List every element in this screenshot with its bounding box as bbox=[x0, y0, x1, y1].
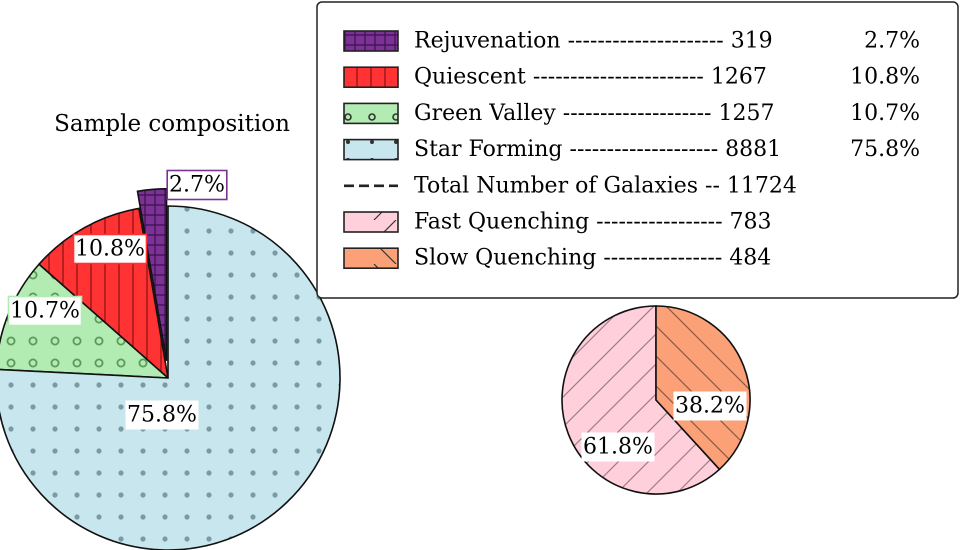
legend-swatch-rejuvenation bbox=[343, 30, 399, 52]
pie-label-green-valley: 10.7% bbox=[7, 295, 83, 327]
legend-frame bbox=[316, 1, 959, 299]
legend-swatch-slowquenching bbox=[343, 247, 399, 269]
legend-label: Rejuvenation --------------------- 319 bbox=[414, 29, 773, 54]
legend-label: Star Forming -------------------- 8881 bbox=[414, 137, 781, 162]
svg-text:10.7%: 10.7% bbox=[10, 299, 80, 324]
chart-title: Sample composition bbox=[54, 111, 290, 137]
legend-percent: 2.7% bbox=[864, 29, 920, 54]
legend-entry-dashed-line: Total Number of Galaxies -- 11724 bbox=[344, 173, 797, 198]
pie-slice-slow-quenching bbox=[655, 305, 751, 471]
pie-label-star-forming: 75.8% bbox=[125, 400, 199, 430]
legend-swatch-starforming bbox=[343, 138, 399, 161]
legend-label: Slow Quenching ---------------- 484 bbox=[414, 246, 771, 271]
pie-label-rejuvenation: 2.7% bbox=[166, 169, 228, 201]
svg-text:10.8%: 10.8% bbox=[75, 237, 145, 262]
pie-label-quiescent: 10.8% bbox=[72, 233, 148, 265]
legend-entry-fastquenching: Fast Quenching ----------------- 783 bbox=[343, 210, 772, 235]
legend-label: Fast Quenching ----------------- 783 bbox=[414, 210, 772, 235]
legend-swatch-fastquenching bbox=[343, 211, 399, 233]
svg-text:61.8%: 61.8% bbox=[583, 435, 653, 460]
sample-composition-pie: 2.7% 10.8% 10.7% 75.8% bbox=[0, 169, 341, 550]
legend-swatch-quiescent bbox=[343, 66, 399, 88]
svg-text:75.8%: 75.8% bbox=[127, 403, 197, 428]
legend-label: Quiescent ----------------------- 1267 bbox=[414, 65, 767, 90]
legend-percent: 10.8% bbox=[850, 65, 920, 90]
legend-entry-quiescent: Quiescent ----------------------- 1267 10… bbox=[343, 65, 920, 90]
legend-swatch-greenvalley bbox=[343, 102, 399, 125]
quenching-pie: 61.8% 38.2% bbox=[561, 305, 751, 495]
svg-text:38.2%: 38.2% bbox=[675, 394, 745, 419]
legend-entry-greenvalley: Green Valley -------------------- 1257 10… bbox=[343, 101, 920, 126]
legend-label: Total Number of Galaxies -- 11724 bbox=[414, 173, 797, 198]
legend-entry-starforming: Star Forming -------------------- 8881 75… bbox=[343, 137, 920, 162]
legend-entry-rejuvenation: Rejuvenation --------------------- 319 2.… bbox=[343, 29, 920, 54]
pie-slice-star-forming bbox=[0, 205, 341, 550]
legend-label: Green Valley -------------------- 1257 bbox=[414, 101, 774, 126]
legend: Rejuvenation --------------------- 319 2.… bbox=[316, 1, 959, 299]
pie-label-fast-quenching: 61.8% bbox=[581, 432, 655, 462]
legend-percent: 75.8% bbox=[850, 137, 920, 162]
legend-percent: 10.7% bbox=[850, 101, 920, 126]
pie-label-slow-quenching: 38.2% bbox=[673, 391, 747, 421]
legend-entry-slowquenching: Slow Quenching ---------------- 484 bbox=[343, 246, 771, 271]
svg-text:2.7%: 2.7% bbox=[169, 173, 225, 198]
